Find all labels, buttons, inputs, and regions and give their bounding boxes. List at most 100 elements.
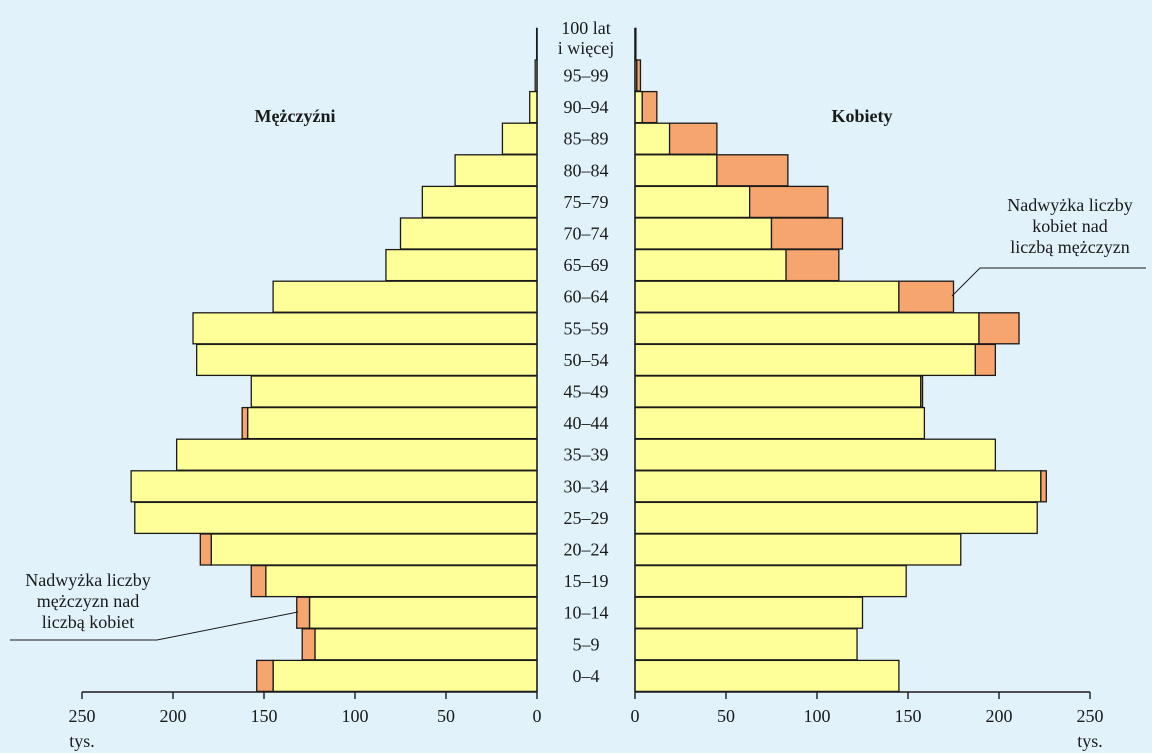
female-panel-title: Kobiety <box>832 106 893 126</box>
male-bar-10 <box>196 343 538 377</box>
female-excess-bar-6 <box>1040 470 1047 503</box>
female-bar-6 <box>634 470 1042 503</box>
male-excess-bar-2 <box>296 596 311 629</box>
female-bar-10 <box>634 343 976 377</box>
female-excess-bar-10 <box>974 343 997 377</box>
age-label-3: 15–19 <box>564 571 609 591</box>
male-bar-5 <box>134 501 538 535</box>
female-bar-4 <box>634 533 962 566</box>
male-excess-bar-3 <box>250 564 267 598</box>
female-excess-bar-14 <box>770 217 844 250</box>
age-label-11: 55–59 <box>564 318 609 338</box>
age-label-20: 100 lat i więcej <box>558 18 614 58</box>
female-excess-bar-11 <box>978 312 1020 345</box>
female-bar-2 <box>634 596 864 629</box>
female-bar-17 <box>634 122 671 155</box>
female-tick-label-100: 100 <box>804 706 831 726</box>
male-bar-2 <box>308 596 538 629</box>
age-label-19: 95–99 <box>564 66 609 86</box>
female-excess-bar-18 <box>641 90 658 124</box>
female-excess-annotation-text: Nadwyżka liczby kobiet nad liczbą mężczyzn <box>1007 195 1132 257</box>
age-label-1: 5–9 <box>573 634 600 654</box>
female-bar-3 <box>634 564 907 598</box>
male-tick-label-0: 0 <box>533 706 542 726</box>
female-bar-8 <box>634 406 926 440</box>
age-label-18: 90–94 <box>564 97 609 117</box>
axes: 0 0 50 50 100 100 150 150 200 200 250 250 tys. tys. <box>69 28 1104 751</box>
male-bar-11 <box>192 312 538 345</box>
male-bar-12 <box>272 280 538 313</box>
male-tick-label-50: 50 <box>437 706 455 726</box>
female-bar-1 <box>634 628 858 661</box>
age-label-8: 40–44 <box>564 413 609 433</box>
female-bar-18 <box>634 90 643 124</box>
male-bar-13 <box>385 248 538 282</box>
female-bar-12 <box>634 280 900 313</box>
male-tick-label-200: 200 <box>160 706 187 726</box>
male-bar-14 <box>399 217 538 250</box>
age-label-10: 50–54 <box>564 350 609 370</box>
male-excess-bar-0 <box>256 659 274 693</box>
female-bar-13 <box>634 248 787 282</box>
male-unit-label: tys. <box>69 731 95 751</box>
male-bar-0 <box>272 659 538 693</box>
age-label-9: 45–49 <box>564 382 609 402</box>
female-excess-leader-line <box>951 267 1146 297</box>
male-excess-bar-8 <box>241 406 249 440</box>
age-label-13: 65–69 <box>564 255 609 275</box>
male-bar-18 <box>529 90 538 124</box>
female-bar-9 <box>634 375 922 408</box>
female-excess-bar-9 <box>920 375 924 408</box>
female-tick-label-150: 150 <box>895 706 922 726</box>
male-bar-4 <box>210 533 538 566</box>
female-bars <box>634 27 1047 693</box>
female-bar-15 <box>634 185 751 219</box>
female-bar-0 <box>634 659 900 693</box>
female-tick-label-200: 200 <box>986 706 1013 726</box>
age-labels: 0–4 5–9 10–14 15–19 20–24 25–29 30–34 35–39 40–4… <box>558 18 614 686</box>
male-tick-label-250: 250 <box>69 706 96 726</box>
male-excess-annotation-text: Nadwyżka liczby mężczyzn nad liczbą kobiet <box>25 570 150 632</box>
male-bar-9 <box>250 375 538 408</box>
male-panel-title: Mężczyźni <box>255 106 336 126</box>
male-excess-bar-4 <box>199 533 212 566</box>
male-bar-7 <box>175 438 538 471</box>
female-bar-5 <box>634 501 1038 535</box>
male-excess-bar-1 <box>301 628 316 661</box>
age-label-0: 0–4 <box>573 666 600 686</box>
age-label-7: 35–39 <box>564 445 609 465</box>
male-bar-17 <box>501 122 538 155</box>
male-bar-8 <box>246 406 538 440</box>
male-tick-label-150: 150 <box>251 706 278 726</box>
male-bar-16 <box>454 154 538 187</box>
female-tick-label-0: 0 <box>631 706 640 726</box>
female-unit-label: tys. <box>1077 731 1103 751</box>
age-label-12: 60–64 <box>564 287 609 307</box>
male-excess-leader-line <box>10 611 299 641</box>
age-label-15: 75–79 <box>564 192 609 212</box>
male-bars <box>130 27 538 693</box>
female-excess-annotation: Nadwyżka liczby kobiet nad liczbą mężczyzn <box>951 195 1146 297</box>
age-label-6: 30–34 <box>564 476 609 496</box>
age-label-5: 25–29 <box>564 508 609 528</box>
age-label-14: 70–74 <box>564 224 609 244</box>
female-excess-bar-15 <box>749 185 829 219</box>
female-bar-7 <box>634 438 997 471</box>
male-tick-label-100: 100 <box>342 706 369 726</box>
male-bar-3 <box>265 564 538 598</box>
female-excess-bar-13 <box>785 248 840 282</box>
age-label-16: 80–84 <box>564 160 609 180</box>
female-excess-bar-16 <box>716 154 789 187</box>
male-excess-annotation: Nadwyżka liczby mężczyzn nad liczbą kobiet <box>10 570 299 641</box>
female-bar-16 <box>634 154 718 187</box>
male-bar-1 <box>314 628 538 661</box>
female-excess-bar-17 <box>668 122 718 155</box>
age-label-17: 85–89 <box>564 129 609 149</box>
female-tick-label-50: 50 <box>717 706 735 726</box>
female-bar-11 <box>634 312 980 345</box>
female-excess-bar-12 <box>898 280 955 313</box>
female-excess-bar-19 <box>636 59 642 92</box>
male-bar-15 <box>421 185 538 219</box>
